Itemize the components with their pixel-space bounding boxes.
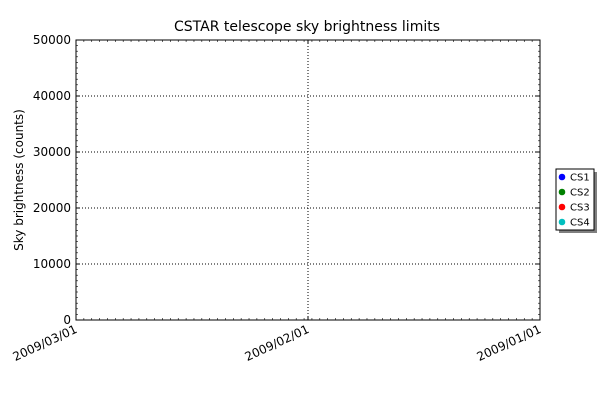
legend-item: CS4	[558, 218, 590, 229]
y-tick-labels: 0 10000 20000 30000 40000 50000	[33, 33, 71, 327]
x-tick-labels: 2009/03/01 2009/02/01 2009/01/01	[11, 322, 544, 364]
legend-marker	[558, 218, 566, 226]
y-tick-label: 20000	[33, 201, 71, 215]
legend-label: CS4	[570, 218, 590, 229]
legend-label: CS1	[570, 173, 590, 184]
ticks	[75, 39, 541, 321]
legend-item: CS3	[558, 203, 590, 214]
legend-item: CS2	[558, 188, 590, 199]
x-tick-label: 2009/03/01	[11, 322, 80, 364]
legend-label: CS2	[570, 188, 590, 199]
y-tick-label: 40000	[33, 89, 71, 103]
y-tick-label: 50000	[33, 33, 71, 47]
legend-marker	[558, 188, 566, 196]
y-tick-label: 10000	[33, 257, 71, 271]
legend-item: CS1	[558, 173, 590, 184]
x-tick-label: 2009/02/01	[243, 322, 312, 364]
legend: CS1 CS2 CS3 CS4	[555, 168, 597, 233]
legend-marker	[558, 203, 566, 211]
y-axis-label: Sky brightness (counts)	[12, 109, 26, 251]
y-tick-label: 0	[63, 313, 71, 327]
grid	[76, 40, 540, 320]
y-tick-label: 30000	[33, 145, 71, 159]
legend-marker	[558, 173, 566, 181]
chart-title: CSTAR telescope sky brightness limits	[174, 19, 440, 35]
x-tick-label: 2009/01/01	[475, 322, 544, 364]
legend-label: CS3	[570, 203, 590, 214]
